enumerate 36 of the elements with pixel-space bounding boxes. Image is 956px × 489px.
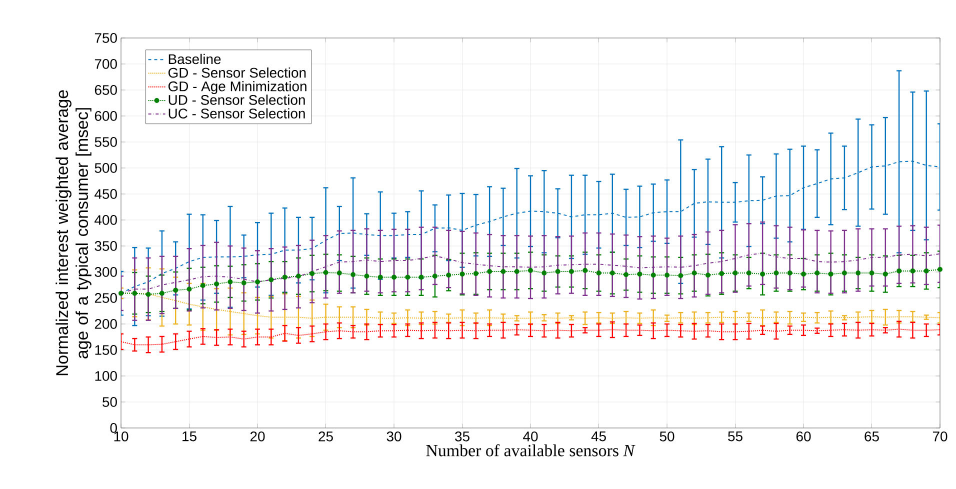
x-tick-label: 10 bbox=[114, 431, 128, 442]
x-tick-label: 30 bbox=[386, 431, 402, 442]
y-tick-label: 450 bbox=[94, 189, 117, 199]
y-tick-label: 750 bbox=[94, 33, 117, 43]
legend-label: UD - Sensor Selection bbox=[168, 94, 305, 105]
y-tick-label: 400 bbox=[94, 215, 117, 225]
legend-label: Baseline bbox=[168, 54, 221, 64]
legend-label: GD - Sensor Selection bbox=[168, 67, 306, 78]
x-tick-label: 45 bbox=[591, 432, 606, 442]
x-tick-label: 40 bbox=[523, 431, 538, 442]
y-tick-label: 0 bbox=[110, 423, 117, 433]
y-tick-label: 550 bbox=[94, 137, 117, 147]
x-tick-label: 65 bbox=[864, 431, 879, 442]
y-tick-label: 150 bbox=[95, 345, 117, 355]
x-axis-title: Number of available sensors N bbox=[426, 444, 636, 456]
y-tick-label: 350 bbox=[94, 241, 117, 251]
x-tick-label: 70 bbox=[932, 431, 948, 442]
y-tick-label: 700 bbox=[94, 59, 117, 69]
x-tick-label: 25 bbox=[318, 431, 333, 442]
legend-label: UC - Sensor Selection bbox=[168, 108, 305, 118]
y-tick-label: 500 bbox=[94, 163, 117, 173]
y-tick-label: 50 bbox=[102, 397, 117, 407]
y-tick-label: 100 bbox=[95, 371, 117, 381]
x-tick-label: 55 bbox=[728, 432, 742, 442]
y-tick-label: 200 bbox=[94, 319, 117, 329]
y-tick-label: 600 bbox=[94, 111, 117, 121]
x-tick-label: 20 bbox=[250, 431, 265, 442]
x-tick-label: 15 bbox=[182, 432, 196, 442]
legend-label: GD - Age Minimization bbox=[168, 81, 306, 94]
y-tick-label: 300 bbox=[94, 267, 117, 277]
x-tick-label: 60 bbox=[796, 431, 811, 442]
x-tick-label: 35 bbox=[455, 431, 470, 442]
y-tick-label: 250 bbox=[94, 293, 117, 303]
x-tick-label: 50 bbox=[660, 431, 674, 442]
y-tick-label: 650 bbox=[94, 85, 117, 95]
y-axis-title: Normalized interest weighted average age of a typical consumer [msec] bbox=[56, 90, 92, 376]
